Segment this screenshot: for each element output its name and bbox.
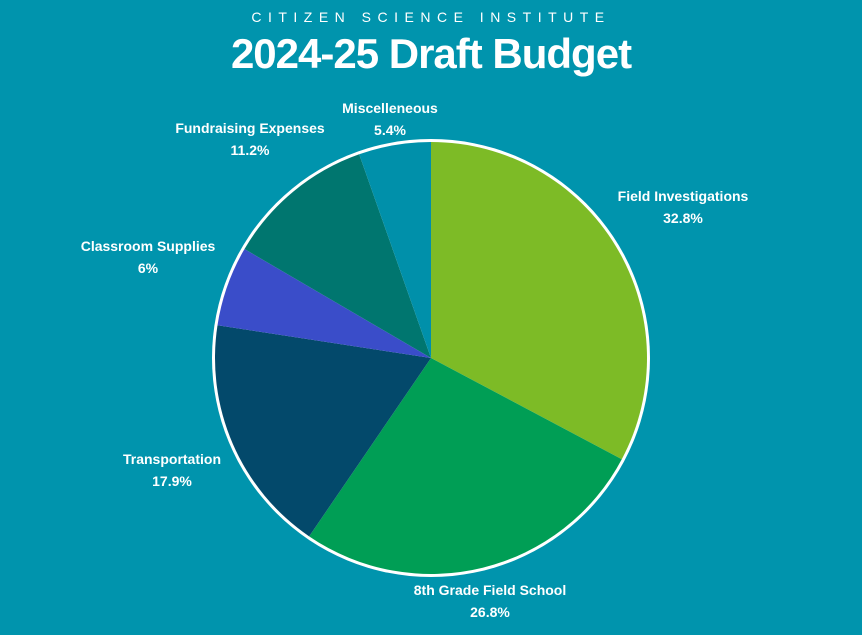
pie-slices — [215, 142, 647, 574]
pie-slice-miscelleneous — [359, 142, 431, 358]
pie-slice-classroom-supplies — [217, 249, 431, 358]
pie-slice-transportation — [215, 325, 431, 537]
slice-label: 8th Grade Field School — [414, 582, 566, 598]
slice-value-label: 26.8% — [470, 604, 510, 620]
slice-value-label: 5.4% — [374, 122, 406, 138]
slice-value-label: 17.9% — [152, 473, 192, 489]
pie-slice-8th-grade-field-school — [309, 358, 622, 574]
slice-value-label: 11.2% — [231, 142, 270, 158]
slice-value-label: 6% — [138, 260, 159, 276]
slice-label: Fundraising Expenses — [175, 120, 325, 136]
pie-slice-fundraising-expenses — [244, 154, 431, 358]
pie-labels: Field Investigations 32.8% 8th Grade Field… — [81, 100, 749, 620]
pie-slice-field-investigations — [431, 142, 647, 460]
slice-label: Miscelleneous — [342, 100, 438, 116]
page-title: 2024-25 Draft Budget — [230, 30, 632, 77]
slice-label: Field Investigations — [618, 188, 749, 204]
slice-value-label: 32.8% — [663, 210, 703, 226]
slice-label: Classroom Supplies — [81, 238, 216, 254]
slice-label: Transportation — [123, 451, 221, 467]
organization-name: CITIZEN SCIENCE INSTITUTE — [251, 9, 611, 25]
